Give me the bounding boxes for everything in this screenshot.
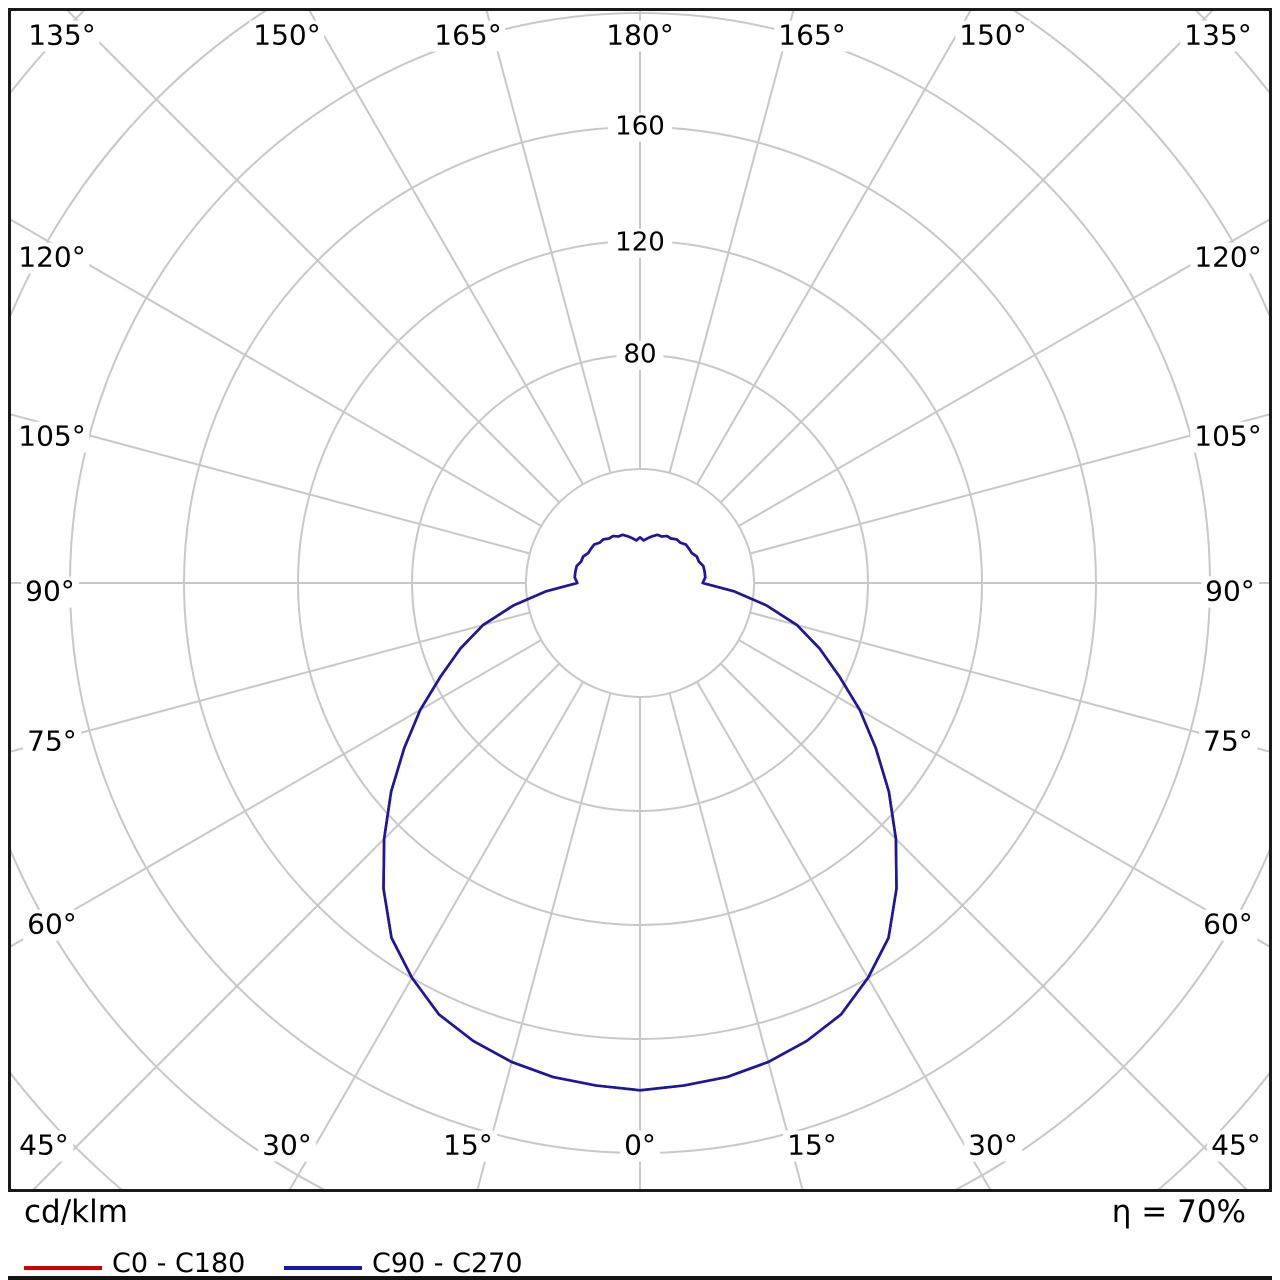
- radial-tick-label: 160: [608, 113, 672, 142]
- efficiency-label: η = 70%: [1111, 1194, 1246, 1230]
- legend-label-c90-c270: C90 - C270: [372, 1248, 523, 1279]
- grid-spoke-225: [66, 11, 561, 504]
- grid-spoke-150: [696, 11, 972, 485]
- legend-line-c0-c180: [24, 1266, 102, 1270]
- grid-spoke-300: [11, 639, 542, 948]
- angle-label: 105°: [1190, 421, 1266, 453]
- angle-label: 75°: [23, 726, 81, 758]
- angle-label: 90°: [21, 576, 79, 608]
- grid-spoke-120: [738, 218, 1269, 527]
- polar-chart-canvas: [11, 11, 1269, 1189]
- angle-label: 150°: [249, 20, 325, 52]
- angle-label: 75°: [1199, 726, 1257, 758]
- grid-spoke-315: [32, 662, 561, 1189]
- grid-spoke-60: [738, 639, 1269, 948]
- angle-label: 90°: [1201, 576, 1259, 608]
- bottom-divider: [8, 1276, 1272, 1280]
- angle-label: 105°: [14, 421, 90, 453]
- curve-C90-C270: [382, 533, 898, 1092]
- angle-label: 60°: [1199, 909, 1257, 941]
- grid-spoke-165: [668, 11, 795, 474]
- grid-spoke-345: [476, 692, 612, 1189]
- grid-spoke-75: [749, 611, 1269, 753]
- angle-label: 165°: [430, 20, 506, 52]
- grid-spoke-195: [485, 11, 612, 474]
- angle-label: 165°: [774, 20, 850, 52]
- angle-label: 135°: [24, 20, 100, 52]
- grid-spoke-135: [719, 11, 1214, 504]
- angle-label: 30°: [258, 1130, 316, 1162]
- grid-spoke-30: [696, 681, 992, 1189]
- angle-label: 150°: [955, 20, 1031, 52]
- angle-label: 135°: [1180, 20, 1256, 52]
- grid-spoke-255: [11, 413, 531, 555]
- chart-frame: [8, 8, 1272, 1192]
- angle-label: 45°: [15, 1130, 73, 1162]
- grid-spoke-285: [11, 611, 531, 753]
- radial-tick-label: 120: [608, 229, 672, 258]
- grid-spoke-210: [308, 11, 584, 485]
- units-label: cd/klm: [24, 1194, 128, 1230]
- legend-line-c90-c270: [284, 1266, 362, 1270]
- grid-spoke-330: [288, 681, 584, 1189]
- angle-label: 30°: [964, 1130, 1022, 1162]
- angle-label: 120°: [14, 242, 90, 274]
- angle-label: 15°: [439, 1130, 497, 1162]
- angle-label: 120°: [1190, 242, 1266, 274]
- grid-spoke-45: [719, 662, 1248, 1189]
- grid-spoke-240: [11, 218, 542, 527]
- angle-label: 45°: [1207, 1130, 1265, 1162]
- grid-spoke-15: [668, 692, 804, 1189]
- grid-spoke-105: [749, 413, 1269, 555]
- angle-label: 60°: [23, 909, 81, 941]
- angle-label: 15°: [783, 1130, 841, 1162]
- legend-label-c0-c180: C0 - C180: [112, 1248, 246, 1279]
- angle-label: 180°: [602, 20, 678, 52]
- radial-tick-label: 80: [616, 341, 664, 370]
- angle-label: 0°: [620, 1130, 660, 1162]
- grid-ring-40: [525, 468, 755, 698]
